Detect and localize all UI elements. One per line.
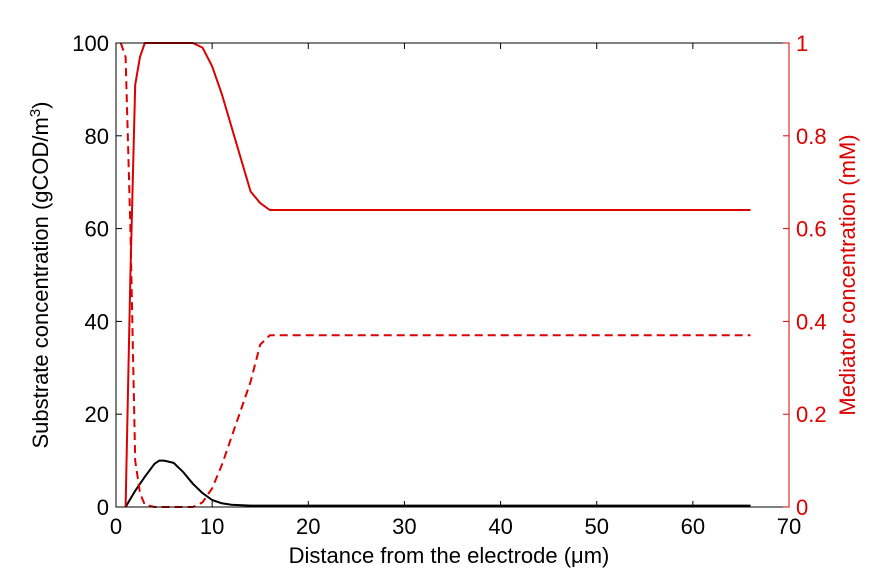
x-tick-label: 10 (200, 514, 224, 539)
x-axis: 0 10 20 30 40 50 60 70 (110, 43, 801, 539)
left-y-tick-label: 20 (85, 402, 109, 427)
x-axis-label: Distance from the electrode (μm) (289, 543, 610, 568)
right-y-tick-label: 0 (796, 495, 808, 520)
x-tick-label: 70 (777, 514, 801, 539)
x-tick-label: 40 (488, 514, 512, 539)
series-line-3 (119, 42, 751, 508)
right-y-tick-label: 0.4 (796, 309, 827, 334)
right-y-axis-label: Mediator concentration (mM) (835, 134, 860, 415)
x-tick-label: 20 (296, 514, 320, 539)
plot-frame (115, 42, 790, 508)
series-line-1 (124, 459, 751, 508)
left-y-axis-label: Substrate concentration (gCOD/m3) (27, 101, 53, 448)
left-y-axis: 0 20 40 60 80 100 (72, 31, 122, 520)
right-y-tick-label: 0.2 (796, 402, 827, 427)
x-tick-label: 50 (584, 514, 608, 539)
x-tick-label: 60 (681, 514, 705, 539)
left-y-tick-label: 40 (85, 309, 109, 334)
left-y-tick-label: 100 (72, 31, 109, 56)
left-y-tick-label: 0 (97, 495, 109, 520)
right-y-axis: 0 0.2 0.4 0.6 0.8 1 (783, 31, 827, 520)
left-y-tick-label: 80 (85, 124, 109, 149)
right-y-tick-label: 0.6 (796, 217, 827, 242)
plot-area (119, 42, 751, 508)
right-y-tick-label: 1 (796, 31, 808, 56)
right-y-tick-label: 0.8 (796, 124, 827, 149)
x-tick-label: 30 (392, 514, 416, 539)
x-tick-label: 0 (110, 514, 122, 539)
left-y-tick-label: 60 (85, 217, 109, 242)
series-line-2 (124, 42, 751, 508)
